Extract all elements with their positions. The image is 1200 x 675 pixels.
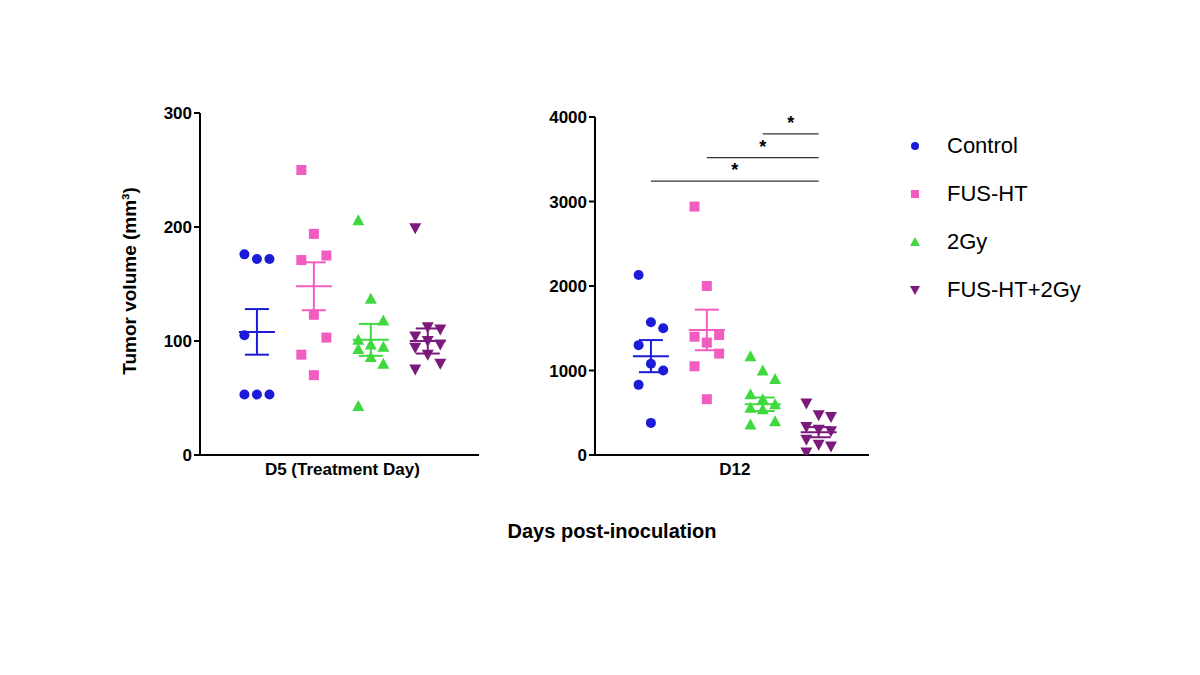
svg-text:D12: D12 xyxy=(719,460,750,479)
html-text:FUS-HT+2Gy: FUS-HT+2Gy xyxy=(947,277,1081,302)
html-text:FUS-HT: FUS-HT xyxy=(947,181,1028,206)
svg-text:4000: 4000 xyxy=(549,108,587,127)
svg-text:D5 (Treatment Day): D5 (Treatment Day) xyxy=(265,460,420,479)
svg-text:100: 100 xyxy=(164,332,192,351)
svg-text:0: 0 xyxy=(183,446,192,465)
svg-text:0: 0 xyxy=(578,446,587,465)
svg-text:300: 300 xyxy=(164,104,192,123)
html-text:Control: Control xyxy=(947,133,1018,158)
svg-text:*: * xyxy=(731,160,738,180)
html-text:Tumor volume (mm³): Tumor volume (mm³) xyxy=(119,187,140,375)
svg-text:*: * xyxy=(787,113,794,133)
html-text:Days post-inoculation: Days post-inoculation xyxy=(507,520,717,542)
svg-text:200: 200 xyxy=(164,218,192,237)
svg-text:*: * xyxy=(759,137,766,157)
html-text:2Gy: 2Gy xyxy=(947,229,988,254)
svg-text:2000: 2000 xyxy=(549,277,587,296)
svg-text:1000: 1000 xyxy=(549,362,587,381)
svg-text:3000: 3000 xyxy=(549,193,587,212)
